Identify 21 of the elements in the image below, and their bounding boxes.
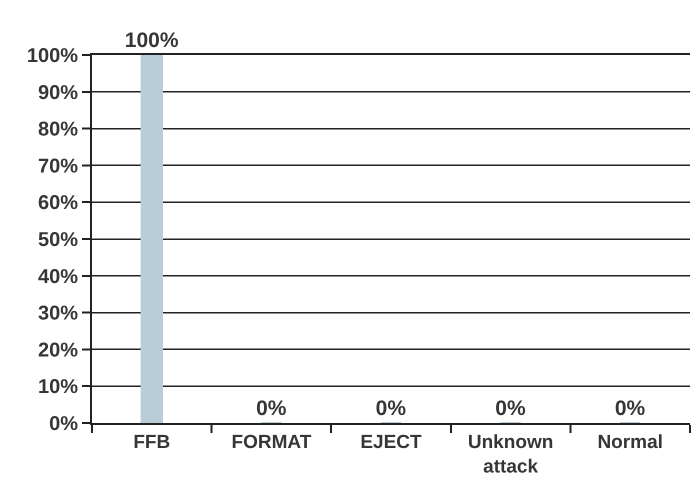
y-tick-label: 60% [38, 192, 78, 214]
x-tick-label: Unknown attack [468, 432, 554, 478]
x-tick-label: EJECT [360, 432, 422, 453]
data-label: 0% [495, 397, 526, 420]
y-tick-label: 40% [38, 266, 78, 288]
y-tick-label: 90% [38, 82, 78, 104]
data-label: 100% [124, 29, 179, 52]
y-tick-label: 30% [38, 302, 78, 325]
data-label: 0% [256, 397, 287, 420]
x-tick-label: Normal [597, 432, 663, 453]
x-tick-label: FFB [133, 432, 170, 453]
y-tick-label: 80% [38, 118, 78, 141]
data-label: 0% [376, 397, 406, 420]
y-tick-label: 20% [38, 339, 78, 362]
y-tick-label: 10% [38, 376, 78, 398]
y-tick-label: 50% [38, 229, 78, 251]
y-tick-label: 70% [38, 155, 78, 178]
x-tick-label: FORMAT [231, 432, 312, 453]
y-tick-label: 0% [49, 413, 78, 435]
y-tick-label: 100% [26, 45, 78, 67]
data-label: 0% [614, 397, 646, 420]
